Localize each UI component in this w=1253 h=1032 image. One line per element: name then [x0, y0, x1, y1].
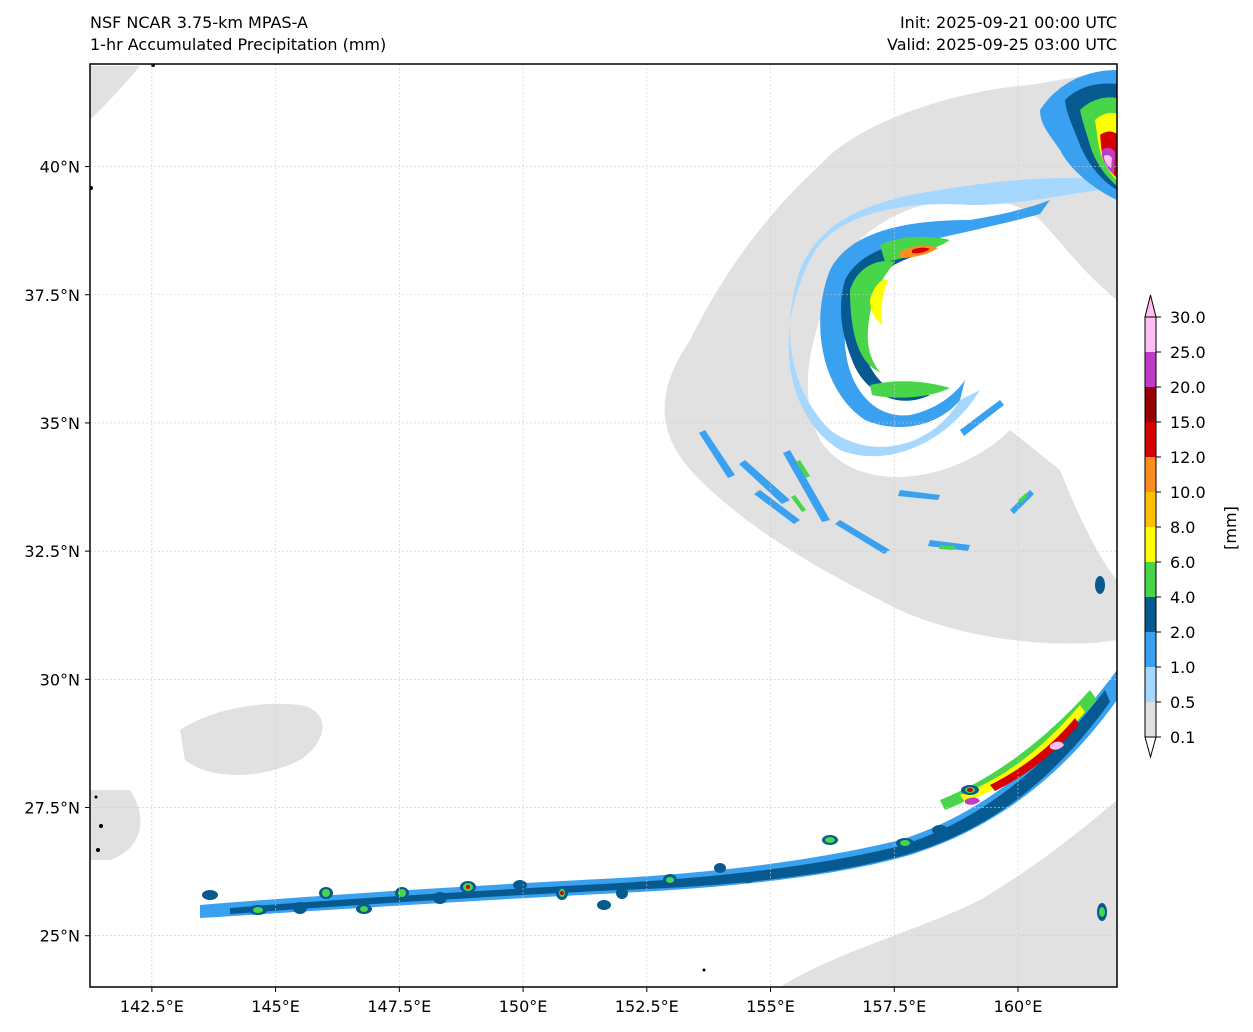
northeast-heavy-cell	[1040, 70, 1117, 200]
init-time: Init: 2025-09-21 00:00 UTC	[899, 13, 1117, 32]
colorbar-tick-label: 1.0	[1170, 658, 1195, 677]
chart-title-left: NSF NCAR 3.75-km MPAS-A 1-hr Accumulated…	[90, 12, 386, 56]
colorbar-tick-label: 4.0	[1170, 588, 1195, 607]
colorbar-tick-label: 2.0	[1170, 623, 1195, 642]
colorbar-tick-label: 8.0	[1170, 518, 1195, 537]
colorbar-tick-label: 0.1	[1170, 728, 1195, 747]
colorbar-swatch	[1145, 492, 1156, 527]
colorbar-tick-label: 30.0	[1170, 308, 1206, 327]
precipitation-field	[90, 64, 1117, 987]
field-name: 1-hr Accumulated Precipitation (mm)	[90, 35, 387, 54]
colorbar-unit-label: [mm]	[1221, 506, 1240, 550]
colorbar-swatch	[1145, 632, 1156, 667]
lon-tick-label: 157.5°E	[862, 997, 926, 1016]
lat-tick-label: 30°N	[40, 670, 80, 689]
lon-tick-label: 150°E	[499, 997, 548, 1016]
colorbar-tick-label: 20.0	[1170, 378, 1206, 397]
chart-title-right: Init: 2025-09-21 00:00 UTC Valid: 2025-0…	[887, 12, 1117, 56]
colorbar-swatch	[1145, 597, 1156, 632]
cyclone-rainband	[788, 178, 1110, 457]
model-name: NSF NCAR 3.75-km MPAS-A	[90, 13, 308, 32]
map-frame	[89, 63, 1118, 988]
colorbar-swatch	[1145, 387, 1156, 422]
lat-tick-label: 27.5°N	[24, 799, 80, 818]
colorbar-swatch	[1145, 562, 1156, 597]
colorbar-swatch	[1145, 702, 1156, 737]
lat-tick-label: 25°N	[40, 927, 80, 946]
colorbar-swatch	[1145, 667, 1156, 702]
colorbar-tick-label: 10.0	[1170, 483, 1206, 502]
colorbar-tick-label: 15.0	[1170, 413, 1206, 432]
cyclone-streaks	[699, 400, 1034, 554]
lon-tick-label: 145°E	[251, 997, 300, 1016]
colorbar-min-extension	[1144, 736, 1157, 759]
cyclone-streak-cores	[791, 460, 1028, 550]
lat-tick-label: 35°N	[40, 414, 80, 433]
lon-tick-label: 155°E	[746, 997, 795, 1016]
colorbar-swatch	[1145, 317, 1156, 352]
colorbar-tick-label: 0.5	[1170, 693, 1195, 712]
lon-tick-label: 147.5°E	[367, 997, 431, 1016]
convective-cells	[202, 576, 1107, 921]
colorbar-swatch	[1145, 422, 1156, 457]
lat-tick-label: 37.5°N	[24, 286, 80, 305]
island-outlines	[90, 64, 706, 972]
lat-tick-label: 32.5°N	[24, 542, 80, 561]
lat-tick-label: 40°N	[40, 158, 80, 177]
colorbar-max-extension	[1144, 294, 1157, 318]
colorbar-swatch	[1145, 352, 1156, 387]
gridlines	[90, 64, 1117, 987]
frontal-rainband	[200, 670, 1117, 918]
lon-tick-label: 160°E	[994, 997, 1043, 1016]
axis-ticks: 142.5°E 145°E 147.5°E 150°E 152.5°E 155°E 157.…	[24, 158, 1042, 1016]
colorbar-tick-label: 25.0	[1170, 343, 1206, 362]
colorbar: 0.1 0.5 1.0 2.0 4.0 6.0 8.0 10.0 12.0 15.0 20.0 25.…	[1144, 294, 1206, 759]
colorbar-tick-label: 6.0	[1170, 553, 1195, 572]
colorbar-swatch	[1145, 457, 1156, 492]
lon-tick-label: 152.5°E	[615, 997, 679, 1016]
valid-time: Valid: 2025-09-25 03:00 UTC	[886, 35, 1117, 54]
colorbar-swatch	[1145, 527, 1156, 562]
lon-tick-label: 142.5°E	[120, 997, 184, 1016]
colorbar-tick-label: 12.0	[1170, 448, 1206, 467]
